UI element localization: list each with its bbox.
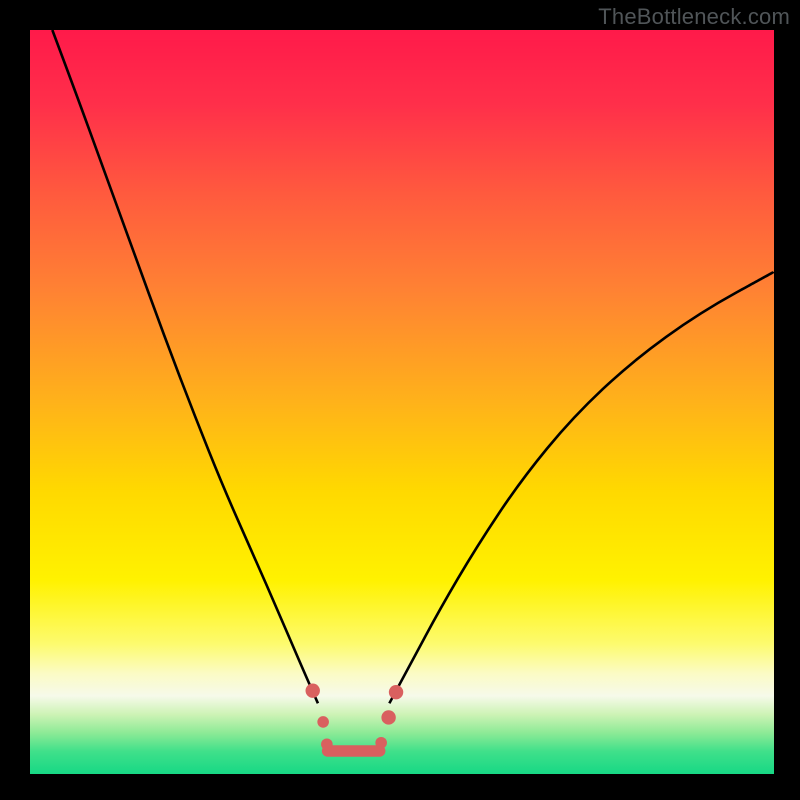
plot-background [30, 30, 774, 774]
watermark-text: TheBottleneck.com [598, 4, 790, 30]
marker-dot [321, 738, 333, 750]
bottleneck-chart [0, 0, 800, 800]
marker-dot [381, 710, 395, 724]
marker-dot [389, 685, 403, 699]
chart-stage: TheBottleneck.com [0, 0, 800, 800]
marker-dot [317, 716, 329, 728]
marker-dot [306, 683, 320, 697]
marker-dot [375, 737, 387, 749]
